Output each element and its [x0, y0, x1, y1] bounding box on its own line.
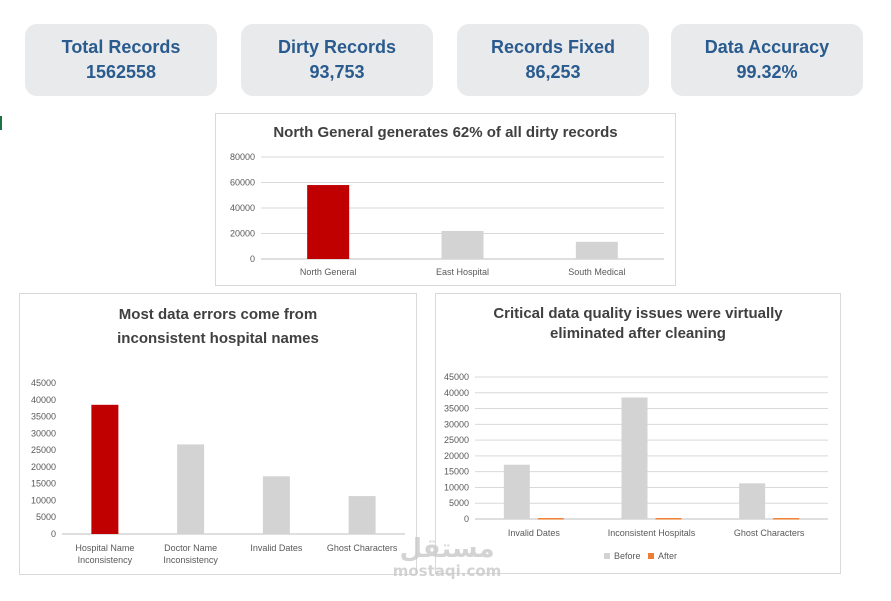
bar-before-3	[739, 483, 766, 519]
y-tick-label: 20000	[444, 451, 469, 461]
y-tick-label: 45000	[444, 372, 469, 382]
x-category-label: Invalid Dates	[508, 528, 561, 538]
y-tick-label: 10000	[31, 495, 56, 505]
kpi-label: Records Fixed	[490, 37, 616, 57]
chart-title-line-2: eliminated after cleaning	[550, 325, 726, 342]
y-tick-label: 5000	[449, 498, 469, 508]
y-tick-label: 0	[250, 254, 255, 264]
chart-panel-dirty-by-hospital[interactable]: North General generates 62% of all dirty…	[215, 113, 676, 286]
y-tick-label: 15000	[444, 467, 469, 477]
x-category-label: Hospital Name	[75, 543, 134, 553]
kpi-value: 86,253	[525, 62, 581, 82]
y-tick-label: 80000	[230, 152, 255, 162]
legend-swatch-after	[648, 553, 654, 559]
y-tick-label: 30000	[31, 428, 56, 438]
chart-dirty-by-hospital: 0 20000 40000 60000 80000 North General East H…	[230, 152, 664, 277]
kpi-card-total-records: Total Records 1562558	[25, 24, 217, 96]
kpi-label: Dirty Records	[277, 37, 397, 57]
x-category-label: Ghost Characters	[734, 528, 805, 538]
chart-title-line-1: Critical data quality issues were virtua…	[493, 305, 783, 322]
bar-1	[307, 185, 350, 259]
legend-label-before: Before	[614, 551, 641, 561]
y-tick-label: 35000	[444, 404, 469, 414]
y-tick-label: 25000	[31, 445, 56, 455]
y-tick-label: 35000	[31, 412, 56, 422]
bar-4	[348, 496, 376, 534]
kpi-label: Data Accuracy	[704, 37, 830, 57]
bar-after-1	[537, 518, 564, 520]
kpi-card-data-accuracy: Data Accuracy 99.32%	[671, 24, 863, 96]
x-category-label: South Medical	[568, 267, 625, 277]
y-tick-label: 15000	[31, 479, 56, 489]
y-tick-label: 40000	[31, 395, 56, 405]
y-tick-label: 30000	[444, 419, 469, 429]
y-tick-label: 5000	[36, 512, 56, 522]
x-category-label: North General	[300, 267, 357, 277]
x-category-label: Doctor Name	[164, 543, 217, 553]
bar-before-1	[503, 464, 530, 519]
chart-title: North General generates 62% of all dirty…	[273, 124, 618, 141]
kpi-value: 99.32%	[736, 62, 798, 82]
sheet-edge-marker	[0, 116, 2, 130]
bar-1	[91, 404, 119, 534]
watermark-latin: mostaqi.com	[392, 562, 502, 580]
bar-3	[262, 476, 290, 534]
y-tick-label: 0	[51, 529, 56, 539]
watermark-logo: مستقل mostaqi.com	[392, 534, 502, 580]
kpi-card-dirty-records: Dirty Records 93,753	[241, 24, 433, 96]
x-category-label: East Hospital	[436, 267, 489, 277]
chart-panel-error-types[interactable]: Most data errors come from inconsistent …	[19, 293, 417, 575]
x-category-label: Inconsistency	[78, 555, 133, 565]
y-tick-label: 20000	[230, 229, 255, 239]
x-category-label: Ghost Characters	[327, 543, 398, 553]
x-category-label: Inconsistency	[163, 555, 218, 565]
kpi-value: 1562558	[85, 62, 157, 82]
chart-title-line-1: Most data errors come from	[118, 306, 318, 323]
bar-3	[575, 241, 618, 259]
legend-swatch-before	[604, 553, 610, 559]
y-tick-label: 40000	[444, 388, 469, 398]
legend-label-after: After	[658, 551, 677, 561]
bar-after-2	[655, 518, 682, 520]
y-tick-label: 0	[464, 514, 469, 524]
kpi-card-records-fixed: Records Fixed 86,253	[457, 24, 649, 96]
chart-panel-before-after[interactable]: Critical data quality issues were virtua…	[435, 293, 841, 574]
chart-before-after: 0 5000 10000 15000 20000 25000 30000 35000 40000…	[444, 372, 828, 561]
y-tick-label: 10000	[444, 482, 469, 492]
y-tick-label: 25000	[444, 435, 469, 445]
kpi-label: Total Records	[61, 37, 181, 57]
x-category-label: Invalid Dates	[250, 543, 303, 553]
y-tick-label: 40000	[230, 203, 255, 213]
x-category-label: Inconsistent Hospitals	[608, 528, 696, 538]
y-tick-label: 45000	[31, 378, 56, 388]
y-tick-label: 20000	[31, 462, 56, 472]
chart-error-types: 0 5000 10000 15000 20000 25000 30000 35000 40000…	[31, 378, 405, 565]
bar-after-3	[773, 518, 800, 520]
kpi-value: 93,753	[309, 62, 365, 82]
bar-2	[177, 444, 205, 534]
chart-title-line-2: inconsistent hospital names	[117, 330, 319, 347]
y-tick-label: 60000	[230, 178, 255, 188]
watermark-arabic: مستقل	[399, 534, 495, 564]
bar-before-2	[621, 397, 648, 519]
bar-2	[441, 230, 484, 259]
